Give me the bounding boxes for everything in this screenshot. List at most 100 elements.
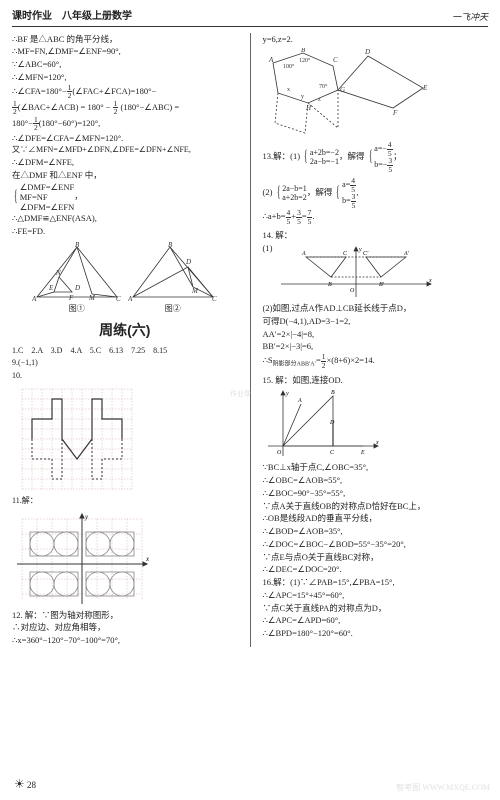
item-15-line: ∴OB是线段AD的垂直平分线， — [263, 512, 489, 525]
svg-text:C: C — [330, 450, 335, 456]
svg-text:C: C — [343, 251, 348, 257]
svg-text:A: A — [297, 398, 302, 404]
svg-text:M: M — [191, 287, 199, 295]
item-15-line: ∵BC⊥x轴于点C,∠OBC=35°, — [263, 461, 489, 474]
proof-line: ∴FE=FD. — [12, 225, 238, 238]
svg-text:y: y — [285, 391, 289, 397]
item-12: 12. 解：∵图为轴对称图形， ∴对应边、对应角相等， ∴x=360°−120°… — [12, 609, 238, 647]
sun-icon: ☀ — [14, 777, 25, 791]
svg-text:M: M — [88, 294, 96, 302]
svg-text:O: O — [350, 288, 355, 294]
svg-text:120°: 120° — [299, 57, 311, 64]
fig2-label: 图② — [128, 304, 218, 315]
proof-line: ∴MF=FN,∠DMF=∠ENF=90°, — [12, 45, 238, 58]
svg-text:y: y — [358, 247, 362, 253]
proof-line: ∵∠ABC=60°, — [12, 58, 238, 71]
item-16-line: ∴∠APC=15°+45°=60°, — [263, 589, 489, 602]
header-title: 课时作业 八年级上册数学 — [12, 10, 132, 24]
svg-text:E: E — [360, 450, 365, 456]
item-13-label: 13.解：(1) — [263, 151, 301, 161]
item-11: 11.解： — [12, 496, 238, 507]
header-brand: 一飞冲天 — [452, 11, 488, 23]
svg-text:C: C — [333, 56, 338, 64]
section-title: 周练(六) — [12, 321, 238, 340]
svg-text:100°: 100° — [283, 63, 295, 70]
svg-text:C: C — [116, 295, 121, 303]
figure-top-right: ABC DEF GH 100° 120° 70° x y z — [263, 48, 489, 138]
answer-9: 9.(−1,1) — [12, 358, 238, 369]
svg-text:x: x — [145, 555, 150, 563]
item-15-line: ∵点A关于直线OB的对称点D恰好在BC上， — [263, 500, 489, 513]
column-divider — [250, 33, 251, 647]
svg-text:C: C — [212, 295, 217, 303]
svg-text:D: D — [364, 48, 370, 56]
item-12-line: ∴对应边、对应角相等， — [12, 621, 238, 634]
watermark: 作业帮 — [230, 390, 251, 399]
item-15-text: ∵BC⊥x轴于点C,∠OBC=35°, ∴∠OBC=∠AOB=55°, ∴∠BO… — [263, 461, 489, 576]
svg-text:C′: C′ — [363, 251, 369, 257]
fig1-label: 图① — [32, 304, 122, 315]
svg-text:A: A — [128, 295, 133, 303]
item-15-line: ∴∠BOD=∠AOB=35°, — [263, 525, 489, 538]
svg-text:B: B — [328, 282, 332, 288]
proof-line: ∴∠DFM=∠NFE, — [12, 156, 238, 169]
proof-line: 180°−12(180°−60°)=120°, — [12, 116, 238, 132]
figure-14: A B C A′ B′ C′ Ox y — [276, 242, 436, 302]
svg-text:B: B — [331, 390, 335, 396]
item-12-line: 12. 解：∵图为轴对称图形， — [12, 609, 238, 622]
svg-text:E: E — [422, 84, 428, 92]
figure-10 — [12, 384, 238, 494]
svg-text:B: B — [301, 48, 306, 54]
svg-text:E: E — [48, 284, 54, 292]
proof-line: 又∵∠MFN=∠MFD+∠DFN,∠DFE=∠DFN+∠NFE, — [12, 144, 238, 156]
svg-text:H: H — [305, 104, 312, 112]
svg-text:B: B — [168, 242, 173, 249]
answer-line: 1.C 2.A 3.D 4.A 5.C 6.13 7.25 8.15 — [12, 346, 238, 357]
proof-line: ∴∠CFA=180°−12(∠FAC+∠FCA)=180°− — [12, 84, 238, 100]
proof-line: 在△DMF 和△ENF 中， — [12, 169, 238, 182]
svg-text:A′: A′ — [403, 251, 410, 257]
item-16: 16.解：(1)∵∠PAB=15°,∠PBA=15°, ∴∠APC=15°+45… — [263, 576, 489, 640]
svg-text:A: A — [268, 56, 274, 64]
svg-text:x: x — [428, 278, 432, 284]
svg-text:B: B — [75, 242, 80, 249]
svg-text:x: x — [375, 440, 379, 446]
item-13: 13.解：(1) {a+2b=−22a−b=−1，解得 {a=−45b=−35；… — [263, 141, 489, 225]
item-15-label: 15. 解：如图,连接OD. — [263, 374, 489, 387]
svg-text:N: N — [55, 269, 61, 277]
figure-11: x y — [12, 509, 238, 609]
item-16-line: ∴∠BPD=180°−120°=60°. — [263, 627, 489, 640]
item-14-area: ∴S阴影部分ABB′A′=12×(8+6)×2=14. — [263, 353, 489, 370]
svg-text:G: G — [340, 86, 345, 94]
figure-15: ABC DEO xy — [263, 386, 489, 461]
item-14-line: BB′=2×|−3|=6, — [263, 340, 489, 353]
item-14-text: (2)如图,过点A作AD⊥CB延长线于点D， 可得D(−4,1),AD=3−1=… — [263, 302, 489, 370]
item-14-label: 14. 解： — [263, 229, 489, 242]
proof-line: ∴△DMF≌△ENF(ASA), — [12, 212, 238, 225]
proof-line: ∴∠MFN=120°, — [12, 71, 238, 84]
item-10: 10. — [12, 371, 238, 382]
proof-line: {∠DMF=∠ENFMF=NF∠DFM=∠EFN， — [12, 182, 238, 213]
svg-text:A: A — [301, 251, 306, 257]
svg-text:F: F — [392, 109, 398, 117]
item-14-line: AA′=2×|−4|=8, — [263, 328, 489, 341]
svg-text:D: D — [74, 284, 80, 292]
page-number: ☀ 28 — [14, 776, 36, 792]
svg-text:z: z — [318, 97, 321, 103]
item-16-line: ∴∠APC=∠APD=60°, — [263, 614, 489, 627]
svg-text:70°: 70° — [319, 83, 328, 90]
svg-text:O: O — [277, 450, 282, 456]
item-16-line: ∵点C关于直线PA的对称点为D， — [263, 602, 489, 615]
item-15-line: ∵点E与点O关于直线BC对称， — [263, 551, 489, 564]
proof-line: 12(∠BAC+∠ACB) = 180° − 12 (180°−∠ABC) = — [12, 100, 238, 116]
proof-line: ∴BF 是△ABC 的角平分线， — [12, 33, 238, 46]
svg-text:y: y — [301, 94, 304, 100]
svg-text:B′: B′ — [379, 282, 385, 288]
svg-text:D: D — [185, 258, 191, 266]
item-14-line: 可得D(−4,1),AD=3−1=2, — [263, 315, 489, 328]
figure-1: BAC ENF MD 图① — [32, 242, 122, 315]
item-15-line: ∴∠DOC=∠BOC−∠BOD=55°−35°=20°, — [263, 538, 489, 551]
svg-text:F: F — [68, 294, 74, 302]
item-13b-label: (2) — [263, 187, 273, 197]
top-right-answer: y=6,z=2. — [263, 33, 489, 46]
